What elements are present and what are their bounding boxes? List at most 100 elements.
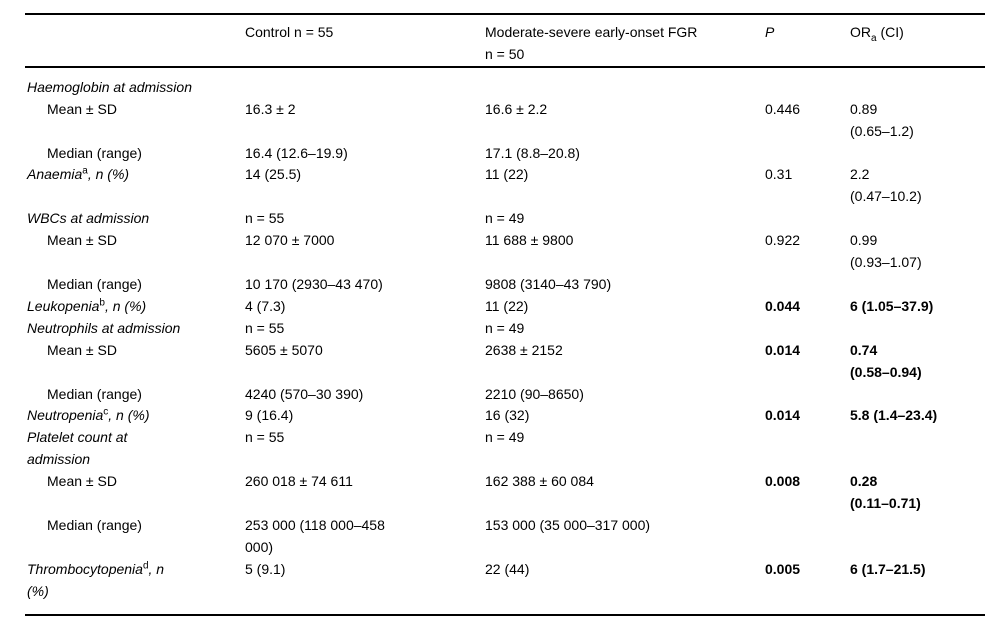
- row-label: Median (range): [47, 385, 142, 402]
- row-label: Haemoglobin at admission: [27, 78, 192, 95]
- table-header: Control n = 55 Moderate-severe early-ons…: [25, 14, 985, 68]
- table-row: Median (range) 253 000 (118 000–458 000) 1…: [25, 515, 985, 559]
- header-row: Control n = 55 Moderate-severe early-ons…: [25, 14, 985, 68]
- p-value: 0.446: [765, 100, 801, 117]
- column-header-label: [25, 14, 243, 68]
- or-ci-value: 0.89 (0.65–1.2): [850, 100, 914, 139]
- row-label: Mean ± SD: [47, 100, 117, 117]
- p-value: 0.044: [765, 297, 801, 314]
- p-value: 0.014: [765, 407, 801, 424]
- table-row: Mean ± SD 12 070 ± 7000 11 688 ± 9800 0.922…: [25, 230, 985, 274]
- table-row: Mean ± SD 5605 ± 5070 2638 ± 2152 0.014 0.74…: [25, 340, 985, 384]
- fgr-value: 2638 ± 2152: [485, 341, 563, 358]
- fgr-value: 16 (32): [485, 407, 530, 424]
- p-value: 0.31: [765, 166, 793, 183]
- p-value: 0.005: [765, 560, 801, 577]
- column-header-fgr: Moderate-severe early-onset FGR n = 50: [483, 14, 763, 68]
- row-label: Neutrophils at admission: [27, 319, 181, 336]
- p-value: [763, 274, 848, 296]
- row-label: Median (range): [47, 144, 142, 161]
- p-value: [763, 427, 848, 471]
- data-table: Control n = 55 Moderate-severe early-ons…: [25, 13, 985, 616]
- table-row: Thrombocytopeniad, n (%) 5 (9.1) 22 (44) 0.…: [25, 559, 985, 615]
- control-value: 5605 ± 5070: [245, 341, 323, 358]
- or-ci-value: [848, 318, 985, 340]
- control-value: [243, 67, 483, 99]
- row-label: Median (range): [47, 275, 142, 292]
- row-label: Leukopeniab, n (%): [27, 297, 147, 314]
- control-value: 12 070 ± 7000: [245, 232, 335, 249]
- table-row: Median (range) 10 170 (2930–43 470) 9808 (…: [25, 274, 985, 296]
- p-value: [763, 515, 848, 559]
- or-ci-value: [848, 427, 985, 471]
- table-row: Anaemiaa, n (%) 14 (25.5) 11 (22) 0.31 2.2 (…: [25, 164, 985, 208]
- p-value: 0.014: [765, 341, 801, 358]
- or-ci-value: 6 (1.05–37.9): [850, 297, 934, 314]
- clinical-results-table: Control n = 55 Moderate-severe early-ons…: [25, 13, 985, 616]
- row-label: Mean ± SD: [47, 341, 117, 358]
- or-ci-value: 5.8 (1.4–23.4): [850, 407, 938, 424]
- column-header-p: P: [763, 14, 848, 68]
- row-label: Mean ± SD: [47, 232, 117, 249]
- fgr-value: 9808 (3140–43 790): [485, 275, 612, 292]
- fgr-value: 16.6 ± 2.2: [485, 100, 548, 117]
- p-value: [763, 67, 848, 99]
- or-ci-value: [848, 274, 985, 296]
- or-ci-value: [848, 515, 985, 559]
- fgr-value: 162 388 ± 60 084: [485, 473, 594, 490]
- table-row: Mean ± SD 260 018 ± 74 611 162 388 ± 60 08…: [25, 471, 985, 515]
- p-value: 0.008: [765, 473, 801, 490]
- fgr-value: 22 (44): [485, 560, 530, 577]
- fgr-value: n = 49: [485, 319, 525, 336]
- table-row: Platelet count at admission n = 55 n = 49: [25, 427, 985, 471]
- table-row: WBCs at admission n = 55 n = 49: [25, 208, 985, 230]
- table-body: Haemoglobin at admission Mean ± SD 16.3 ± …: [25, 67, 985, 615]
- control-value: n = 55: [245, 429, 285, 446]
- fgr-value: 153 000 (35 000–317 000): [485, 516, 651, 533]
- row-label: Median (range): [47, 516, 142, 533]
- row-label: Mean ± SD: [47, 473, 117, 490]
- or-ci-value: 0.74 (0.58–0.94): [850, 341, 922, 380]
- fgr-value: 11 688 ± 9800: [485, 232, 574, 249]
- table-row: Mean ± SD 16.3 ± 2 16.6 ± 2.2 0.446 0.89 (0.…: [25, 99, 985, 143]
- p-value: 0.922: [765, 232, 801, 249]
- p-value: [763, 384, 848, 406]
- table-row: Neutrophils at admission n = 55 n = 49: [25, 318, 985, 340]
- table-row: Neutropeniac, n (%) 9 (16.4) 16 (32) 0.014 5…: [25, 405, 985, 427]
- or-ci-value: [848, 67, 985, 99]
- p-value: [763, 318, 848, 340]
- control-value: 14 (25.5): [245, 166, 302, 183]
- control-value: 260 018 ± 74 611: [245, 473, 353, 490]
- table-row: Leukopeniab, n (%) 4 (7.3) 11 (22) 0.044 6 (…: [25, 296, 985, 318]
- fgr-value: [483, 67, 763, 99]
- or-ci-value: [848, 143, 985, 165]
- table-row: Haemoglobin at admission: [25, 67, 985, 99]
- fgr-value: 2210 (90–8650): [485, 385, 584, 402]
- or-ci-value: 0.99 (0.93–1.07): [850, 232, 922, 271]
- or-ci-value: 0.28 (0.11–0.71): [850, 473, 921, 512]
- p-value: [763, 208, 848, 230]
- column-header-or-ci: ORa (CI): [848, 14, 985, 68]
- row-label: Platelet count at admission: [27, 429, 128, 468]
- table-row: Median (range) 4240 (570–30 390) 2210 (90–…: [25, 384, 985, 406]
- control-value: 9 (16.4): [245, 407, 294, 424]
- fgr-value: 11 (22): [485, 166, 529, 183]
- control-value: 10 170 (2930–43 470): [245, 275, 383, 292]
- or-ci-value: 6 (1.7–21.5): [850, 560, 926, 577]
- p-value: [763, 143, 848, 165]
- control-value: 4 (7.3): [245, 297, 286, 314]
- row-label: Thrombocytopeniad, n (%): [27, 560, 165, 599]
- table-row: Median (range) 16.4 (12.6–19.9) 17.1 (8.8–…: [25, 143, 985, 165]
- fgr-value: n = 49: [485, 210, 525, 227]
- or-ci-value: [848, 208, 985, 230]
- control-value: 16.4 (12.6–19.9): [245, 144, 348, 161]
- fgr-value: 17.1 (8.8–20.8): [485, 144, 580, 161]
- fgr-value: n = 49: [485, 429, 525, 446]
- column-header-control: Control n = 55: [243, 14, 483, 68]
- row-label: Anaemiaa, n (%): [27, 165, 130, 183]
- control-value: 5 (9.1): [245, 560, 286, 577]
- or-ci-value: [848, 384, 985, 406]
- row-label: Neutropeniac, n (%): [27, 406, 150, 424]
- or-ci-value: 2.2 (0.47–10.2): [850, 166, 922, 205]
- fgr-value: 11 (22): [485, 297, 529, 314]
